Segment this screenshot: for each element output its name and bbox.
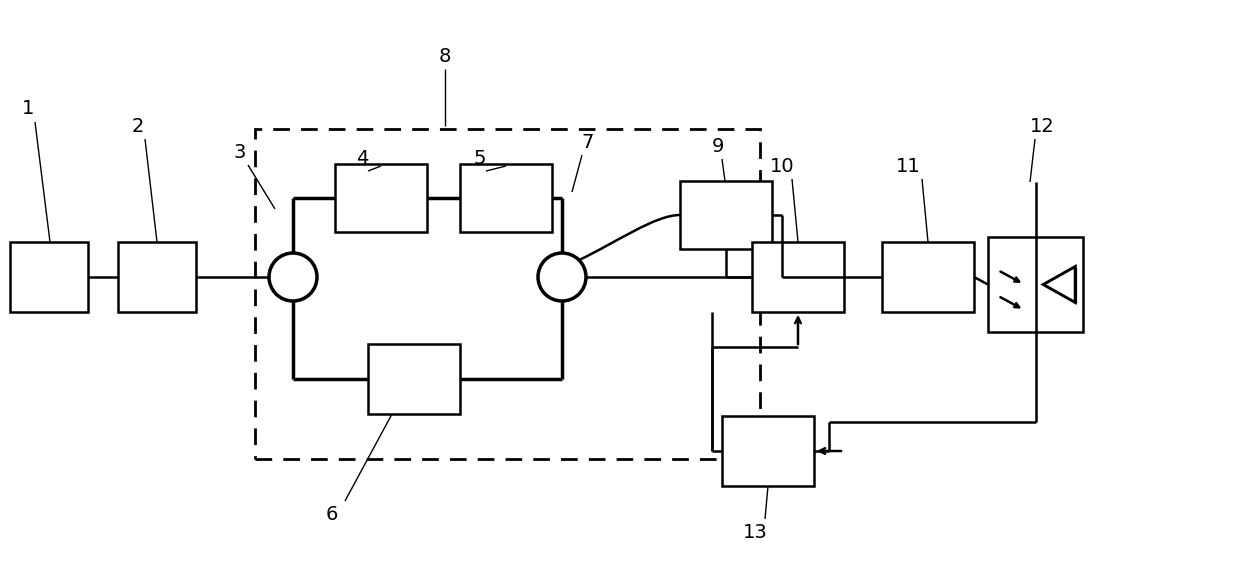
Text: 4: 4 [356, 148, 368, 168]
Text: 10: 10 [769, 156, 794, 175]
Bar [118, 242, 196, 312]
Bar [987, 237, 1083, 332]
Text: 13: 13 [742, 522, 767, 541]
Bar [335, 164, 427, 232]
Text: 11: 11 [896, 156, 921, 175]
Text: 6: 6 [326, 505, 338, 523]
Text: 3: 3 [234, 143, 247, 161]
Bar [10, 242, 88, 312]
Bar [752, 242, 844, 312]
Bar [255, 129, 760, 459]
Bar [722, 416, 814, 486]
Circle shape [269, 253, 317, 301]
Bar [882, 242, 974, 312]
Text: 5: 5 [473, 148, 486, 168]
Text: 9: 9 [712, 136, 724, 156]
Text: 8: 8 [439, 46, 451, 65]
Bar [680, 181, 772, 249]
Text: 12: 12 [1030, 117, 1054, 135]
Text: 7: 7 [582, 133, 595, 152]
Bar [368, 344, 460, 414]
Bar [460, 164, 553, 232]
Circle shape [538, 253, 586, 301]
Text: 1: 1 [22, 99, 35, 118]
Text: 2: 2 [131, 117, 144, 135]
